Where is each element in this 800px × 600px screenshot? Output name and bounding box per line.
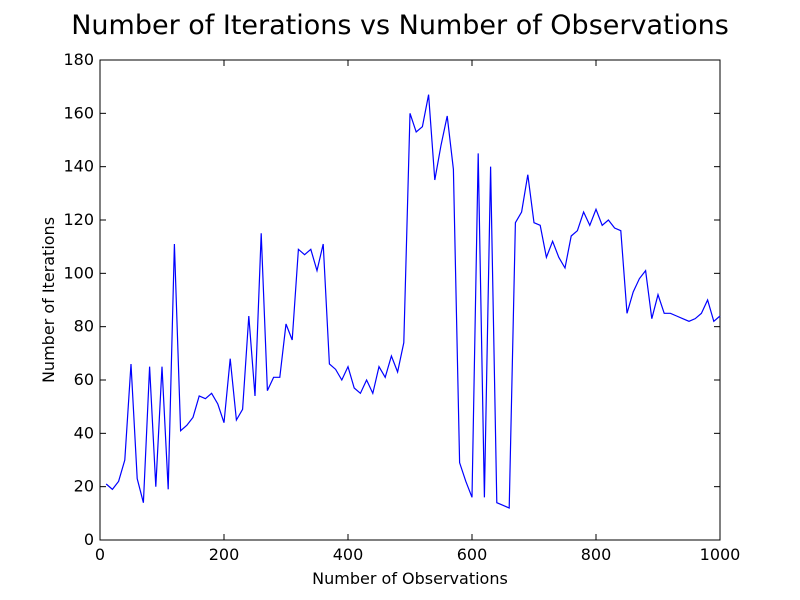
x-axis: 0 200 400 600 800 1000 — [95, 60, 740, 564]
x-tick-label: 600 — [457, 545, 488, 564]
x-tick-label: 400 — [333, 545, 364, 564]
y-axis: 0 20 40 60 80 100 120 140 160 180 — [63, 50, 720, 549]
y-tick-label: 60 — [74, 370, 94, 389]
chart-title: Number of Iterations vs Number of Observ… — [71, 10, 729, 41]
series-line — [105, 94, 721, 509]
y-axis-label: Number of Iterations — [39, 217, 58, 383]
y-tick-label: 0 — [84, 530, 94, 549]
y-tick-label: 180 — [63, 50, 94, 69]
x-tick-label: 800 — [581, 545, 612, 564]
x-tick-label: 200 — [209, 545, 240, 564]
y-tick-label: 80 — [74, 317, 94, 336]
y-tick-label: 160 — [63, 103, 94, 122]
y-tick-label: 100 — [63, 263, 94, 282]
x-tick-label: 0 — [95, 545, 105, 564]
y-tick-label: 140 — [63, 157, 94, 176]
y-tick-label: 120 — [63, 210, 94, 229]
y-tick-label: 40 — [74, 423, 94, 442]
plot-area-frame — [99, 59, 721, 541]
y-tick-label: 20 — [74, 477, 94, 496]
x-tick-label: 1000 — [700, 545, 741, 564]
x-axis-label: Number of Observations — [312, 569, 508, 588]
